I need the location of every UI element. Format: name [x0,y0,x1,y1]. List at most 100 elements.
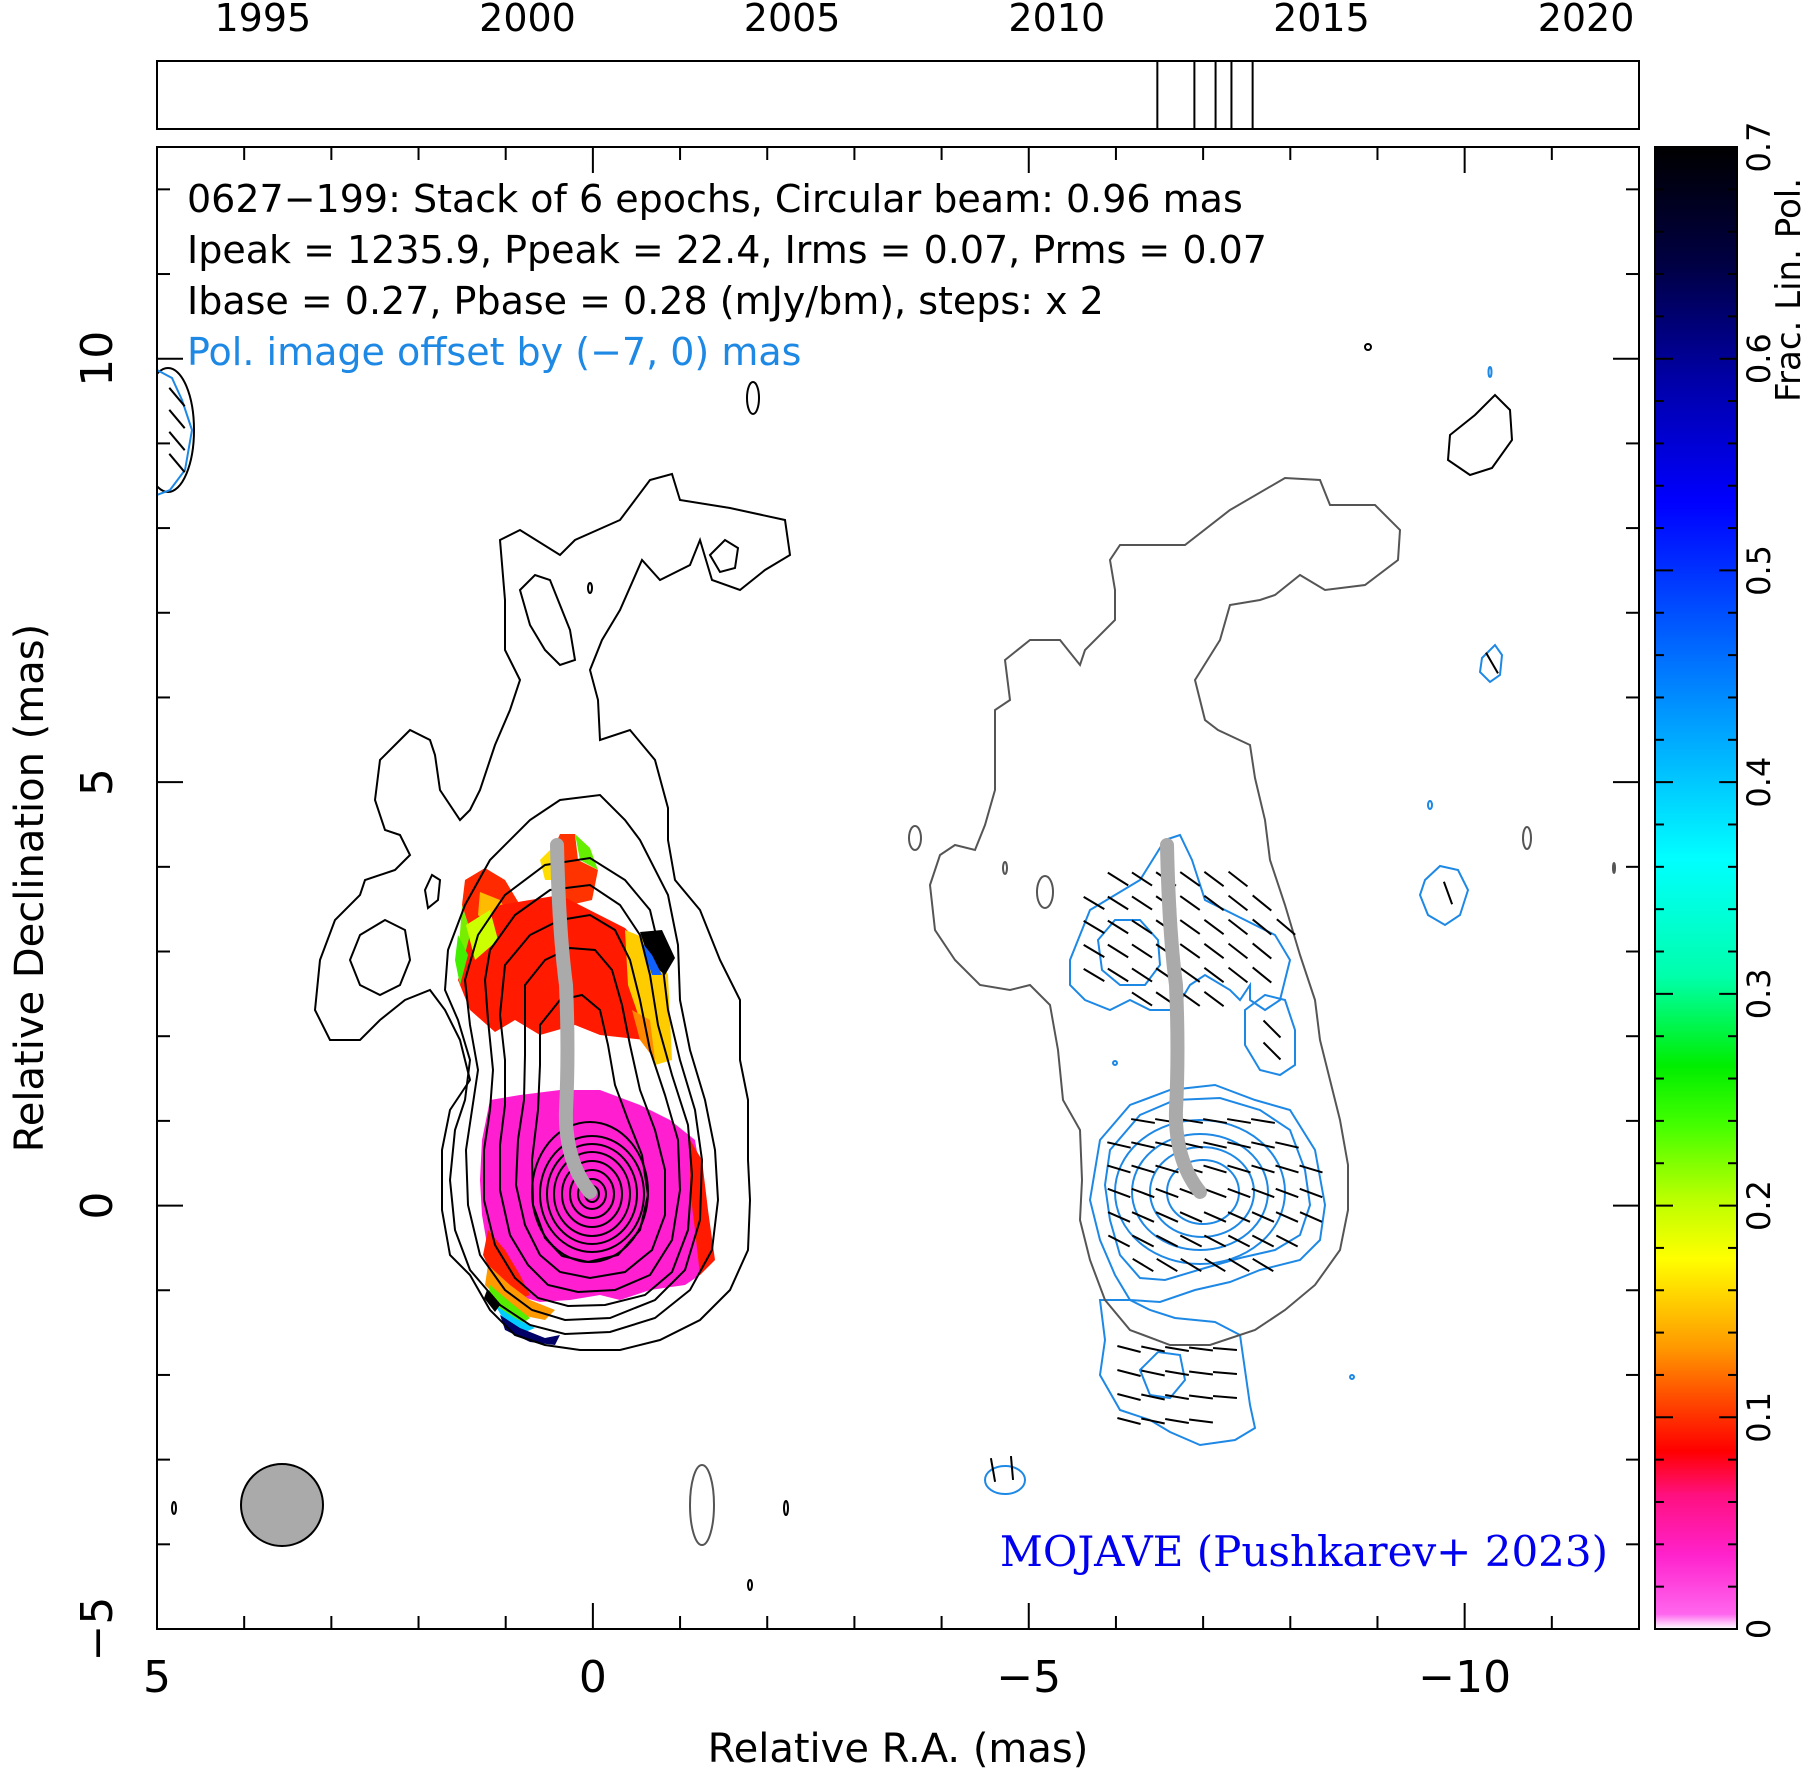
evpa-tick [1107,871,1129,887]
p-contour-tail-inner [1138,1350,1187,1400]
evpa-tick [1107,1187,1131,1199]
i-contour-offset-outer [928,476,1402,1346]
evpa-tick [1107,1211,1131,1223]
evpa-tick [1203,1164,1227,1174]
pol-patch-right-black [640,930,675,975]
colorbar-tick-label: 0.3 [1740,968,1778,1019]
x-tick-label: 0 [579,1652,607,1703]
pol-contours [157,366,1504,1495]
pol-patch-core-lower-cyan [495,1305,535,1332]
evpa-tick [1442,881,1454,905]
evpa-tick [1156,1257,1178,1273]
i-contour-hole-1 [518,573,577,667]
x-tick-label: −5 [996,1652,1061,1703]
colorbar-tick-label: 0 [1740,1619,1778,1639]
evpa-tick [1141,1393,1165,1401]
x-tick-label: −10 [1418,1652,1511,1703]
evpa-tick [1155,1164,1179,1174]
evpa-tick [168,431,186,451]
x-axis-label: Relative R.A. (mas) [708,1726,1089,1772]
evpa-tick [1117,1417,1141,1425]
evpa-tick [1252,942,1272,960]
evpa-tick [1188,1346,1214,1352]
evpa-tick [1262,1019,1282,1039]
y-tick-label: −5 [72,1597,123,1662]
evpa-tick [1227,870,1249,888]
p-contour-right-1 [1418,864,1470,927]
evpa-tick [1203,1211,1227,1223]
evpa-tick [1227,966,1249,984]
evpa-tick [1251,1211,1275,1223]
evpa-tick [1227,942,1249,960]
evpa-tick [1212,1346,1238,1352]
evpa-tick [1179,871,1201,887]
i-contour-small-3 [171,1501,177,1515]
i-contour-offset-small-1 [908,825,922,851]
timeline-tick-label: 2020 [1538,0,1635,40]
y-axis-label: Relative Declination (mas) [7,624,53,1152]
timeline-tick-label: 1995 [214,0,311,40]
evpa-tick [1251,1187,1275,1199]
ridge-line-left [550,838,597,1199]
ridge-line-right [1160,838,1207,1199]
i-contour-8 [539,1135,645,1253]
timeline-tick-label: 2005 [744,0,841,40]
evpa-tick [1131,1234,1155,1248]
evpa-tick [1131,1187,1155,1199]
y-tick-label: 0 [72,1192,123,1220]
evpa-tick [1131,1164,1155,1174]
p-contour-core-4 [1131,1133,1269,1251]
offset-note: Pol. image offset by (−7, 0) mas [187,330,801,374]
colorbar-tick-label: 0.5 [1740,545,1778,596]
evpa-tick [1141,1345,1165,1353]
evpa-tick [1252,966,1272,984]
title-line-2: Ipeak = 1235.9, Ppeak = 22.4, Irms = 0.0… [187,228,1267,272]
credit-label: MOJAVE (Pushkarev+ 2023) [1000,1527,1608,1576]
evpa-tick [1203,871,1225,887]
evpa-tick [1009,1455,1015,1481]
evpa-tick [168,387,186,407]
timeline: 1995 2000 2005 2010 2015 2020 [156,0,1640,130]
p-contour-core-outer [1088,1083,1327,1304]
evpa-tick [1227,1141,1251,1149]
y-tick-label: 5 [72,768,123,796]
evpa-tick [1155,1234,1179,1248]
evpa-tick [1202,1118,1228,1124]
evpa-tick [1251,1141,1275,1149]
i-contour-hole-2 [708,538,740,574]
evpa-tick [1180,1257,1202,1273]
evpa-tick [1107,895,1129,911]
colorbar-ticks [1655,146,1737,1630]
pol-patch-top-green [575,834,598,870]
evpa-tick [1131,919,1153,935]
i-contour-1 [443,793,720,1336]
pol-patch-core-lower-green [488,1285,530,1325]
i-contour-offset-small-2 [1036,875,1054,909]
evpa-tick [1131,943,1153,959]
evpa-tick [1228,1257,1250,1273]
evpa-tick [1227,1234,1251,1248]
colorbar-gradient [1655,147,1737,1629]
y-tick-labels: −5 0 5 10 [72,331,123,1662]
i-contour-4 [498,913,682,1294]
evpa-tick [1227,894,1249,912]
evpa-tick [1117,1369,1141,1377]
evpa-tick [1227,1164,1251,1174]
i-contour-left-edge [157,367,195,493]
evpa-tick [1204,1257,1226,1273]
evpa-tick [1203,895,1225,911]
evpa-tick [1188,1370,1214,1376]
evpa-tick [1107,943,1129,959]
p-contour-right-3 [1427,800,1433,810]
evpa-tick [1131,895,1153,911]
pol-patch-core-lower [485,1265,555,1320]
timeline-tick-label: 2000 [479,0,576,40]
i-contour-offset-small-3 [1002,861,1008,875]
colorbar-tick-label: 0.1 [1740,1392,1778,1443]
i-contour-small-6 [1364,343,1372,351]
map-panel: 0627−199: Stack of 6 epochs, Circular be… [7,146,1640,1772]
evpa-tick [1275,1234,1299,1248]
map-content [157,343,1616,1591]
i-contour-hole-4 [348,918,412,997]
evpa-tick [1252,918,1272,936]
